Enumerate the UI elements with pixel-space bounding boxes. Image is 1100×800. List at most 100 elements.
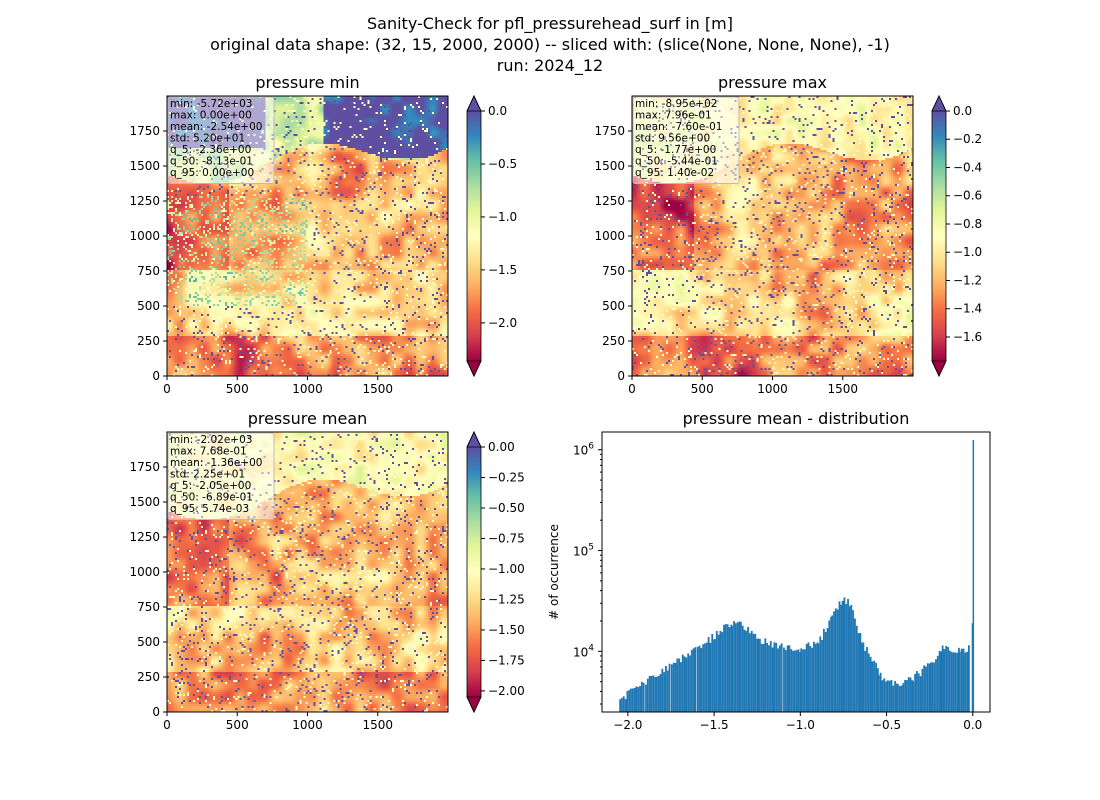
y-tick-label-base: 10 bbox=[573, 645, 588, 659]
x-tick-label: −0.5 bbox=[872, 718, 901, 732]
y-tick-label: 1500 bbox=[129, 159, 160, 173]
histogram-bar bbox=[678, 658, 681, 712]
histogram-bar bbox=[780, 643, 783, 712]
histogram-bar bbox=[869, 656, 872, 712]
histogram-bar bbox=[960, 648, 963, 712]
stats-line: std: 2.25e+01 bbox=[170, 469, 245, 481]
histogram-bar bbox=[890, 680, 893, 712]
y-tick-label: 1250 bbox=[594, 194, 625, 208]
y-tick-label-exponent: 4 bbox=[588, 643, 594, 653]
histogram-bar bbox=[685, 657, 688, 712]
histogram-bar bbox=[668, 663, 671, 712]
histogram-bar bbox=[941, 645, 944, 712]
histogram-bar bbox=[850, 605, 853, 712]
histogram-bar bbox=[635, 686, 638, 712]
colorbar-gradient bbox=[467, 111, 481, 361]
x-tick-label: −2.0 bbox=[613, 718, 642, 732]
stats-line: q_95: 1.40e-02 bbox=[635, 167, 714, 179]
y-tick-label: 104 bbox=[573, 643, 594, 659]
histogram-bar bbox=[896, 683, 899, 712]
histogram-bar bbox=[866, 646, 868, 712]
histogram-bar bbox=[877, 675, 880, 712]
stats-line: min: -5.72e+03 bbox=[170, 98, 252, 110]
histogram-bar bbox=[968, 645, 970, 712]
histogram-bar bbox=[817, 643, 820, 712]
histogram-bar bbox=[867, 653, 870, 712]
histogram-bar bbox=[743, 629, 746, 712]
histogram-bar bbox=[741, 625, 744, 712]
y-tick-label: 1500 bbox=[129, 495, 160, 509]
histogram-bar bbox=[666, 670, 669, 712]
stats-line: q_5: -2.36e+00 bbox=[170, 144, 251, 156]
y-tick-label: 1250 bbox=[129, 530, 160, 544]
histogram-bar bbox=[619, 699, 622, 712]
histogram-bar bbox=[917, 673, 920, 712]
colorbar-tick-label: −0.50 bbox=[488, 501, 525, 515]
x-tick-label: 500 bbox=[226, 718, 249, 732]
histogram-bar bbox=[764, 638, 767, 712]
histogram-bar bbox=[724, 624, 727, 712]
x-tick-label: 1000 bbox=[292, 718, 323, 732]
stats-line: q_50: -6.89e-01 bbox=[170, 492, 253, 504]
histogram-bar bbox=[731, 625, 734, 712]
histogram-bar bbox=[948, 650, 951, 712]
histogram-bar bbox=[888, 680, 891, 712]
histogram-bar bbox=[709, 642, 712, 712]
histogram-bar bbox=[646, 678, 649, 712]
stats-line: max: 0.00e+00 bbox=[170, 110, 252, 122]
histogram-bar bbox=[845, 603, 848, 712]
histogram-bar bbox=[637, 687, 640, 712]
colorbar-tick-label: −2.00 bbox=[488, 684, 525, 698]
colorbar-extend-top bbox=[931, 95, 947, 112]
histogram-bar bbox=[830, 616, 833, 712]
histogram-bar bbox=[778, 645, 781, 712]
colorbar-tick-label: 0.00 bbox=[488, 440, 515, 454]
histogram-bar bbox=[793, 650, 796, 712]
histogram-bar bbox=[933, 662, 936, 712]
histogram-bar bbox=[802, 649, 804, 712]
histogram-bar bbox=[683, 656, 686, 712]
x-tick-label: 0 bbox=[163, 382, 171, 396]
histogram-bar bbox=[624, 699, 627, 712]
histogram-bar bbox=[797, 649, 800, 712]
histogram-bar bbox=[881, 680, 884, 712]
colorbar-extend-top bbox=[466, 95, 482, 112]
histogram-bar bbox=[733, 621, 735, 712]
colorbar-extend-top bbox=[466, 431, 482, 448]
histogram-bar bbox=[799, 652, 802, 712]
stats-box bbox=[632, 96, 740, 184]
histogram-bar bbox=[904, 679, 907, 712]
panel-title: pressure max bbox=[718, 73, 827, 92]
histogram-bar bbox=[805, 643, 808, 712]
histogram-bar bbox=[902, 683, 905, 712]
histogram-bar bbox=[864, 650, 867, 712]
x-tick-label: 1500 bbox=[827, 382, 858, 396]
histogram-bar bbox=[807, 642, 810, 712]
y-tick-label: 750 bbox=[137, 600, 160, 614]
stats-line: max: 7.96e-01 bbox=[635, 110, 712, 122]
histogram-bar bbox=[728, 627, 731, 712]
histogram-bar bbox=[952, 652, 955, 712]
histogram-bar bbox=[914, 673, 917, 712]
y-tick-label: 105 bbox=[573, 543, 594, 559]
histogram-bar bbox=[676, 658, 679, 712]
stats-line: mean: -2.54e+00 bbox=[170, 121, 262, 133]
histogram-bar bbox=[783, 647, 785, 712]
colorbar-tick-label: −1.6 bbox=[953, 330, 982, 344]
figure-suptitle-line2: original data shape: (32, 15, 2000, 2000… bbox=[210, 35, 890, 54]
y-tick-label: 500 bbox=[137, 299, 160, 313]
colorbar-tick-label: −0.8 bbox=[953, 217, 982, 231]
histogram-bar bbox=[898, 686, 901, 712]
histogram-bar bbox=[768, 645, 770, 712]
histogram-bar bbox=[875, 662, 877, 712]
histogram-bar bbox=[909, 677, 912, 712]
histogram-bar bbox=[895, 683, 897, 712]
histogram-bar bbox=[873, 660, 876, 712]
y-axis-label: # of occurrence bbox=[547, 524, 561, 620]
colorbar-tick-label: −2.0 bbox=[488, 316, 517, 330]
histogram-bar bbox=[702, 644, 705, 712]
histogram-bar bbox=[757, 638, 760, 712]
histogram-bar bbox=[739, 621, 742, 712]
